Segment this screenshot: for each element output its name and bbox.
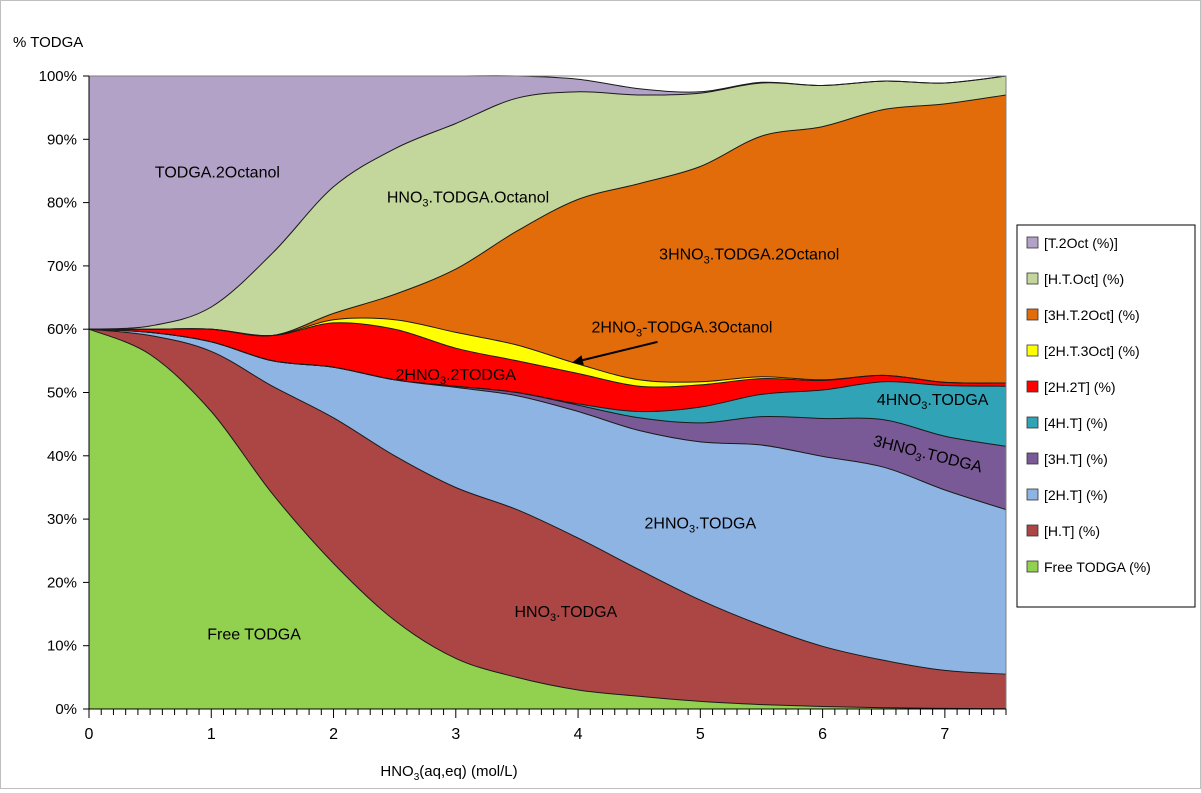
y-tick-label: 80% — [47, 195, 77, 212]
x-axis: 0 1 2 3 4 5 6 7 — [85, 708, 1007, 743]
area-label-2h_t_3oct: 2HNO3-TODGA.3Octanol — [591, 319, 772, 339]
y-tick-label: 40% — [47, 448, 77, 465]
area-label-4h_t: 4HNO3.TODGA — [877, 392, 989, 412]
area-layers — [88, 75, 1007, 710]
y-tick-label: 50% — [47, 385, 77, 402]
legend-box — [1016, 224, 1196, 608]
y-tick-label: 70% — [47, 258, 77, 275]
boundary-free — [88, 328, 1007, 710]
x-tick-label: 5 — [696, 726, 705, 743]
x-tick-label: 4 — [574, 726, 583, 743]
legend-swatch-t_2oct — [1026, 236, 1039, 249]
annotation-arrow — [571, 340, 658, 365]
legend-label-4h_t: [4H.T] (%) — [1044, 415, 1108, 431]
area-2h_2t — [89, 322, 1006, 412]
legend-label-t_2oct: [T.2Oct (%)] — [1044, 235, 1118, 251]
area-label-h_t_oct: HNO3.TODGA.Octanol — [387, 190, 549, 210]
legend-label-h_t_oct: [H.T.Oct] (%) — [1044, 271, 1124, 287]
x-tick-label: 0 — [85, 726, 94, 743]
legend-swatch-4h_t — [1026, 416, 1039, 429]
area-free — [89, 329, 1006, 709]
area-label-2h_t: 2HNO3.TODGA — [645, 516, 757, 536]
area-label-t_2oct: TODGA.2Octanol — [155, 164, 280, 181]
x-tick-label: 6 — [818, 726, 827, 743]
legend-swatch-free — [1026, 560, 1039, 573]
area-3h_t — [89, 329, 1006, 510]
legend-label-3h_t_2oct: [3H.T.2Oct] (%) — [1044, 307, 1140, 323]
y-tick-label: 10% — [47, 638, 77, 655]
y-tick-label: 30% — [47, 511, 77, 528]
x-tick-label: 7 — [940, 726, 949, 743]
arrow-head — [571, 355, 584, 365]
legend-label-h_t: [H.T] (%) — [1044, 523, 1100, 539]
y-tick-label: 60% — [47, 321, 77, 338]
x-tick-label: 1 — [207, 726, 216, 743]
legend-swatch-3h_t — [1026, 452, 1039, 465]
boundary-3h_t_2oct — [89, 94, 1007, 337]
legend-swatch-2h_t_3oct — [1026, 344, 1039, 357]
legend-swatch-2h_t — [1026, 488, 1039, 501]
legend-label-2h_t_3oct: [2H.T.3Oct] (%) — [1044, 343, 1140, 359]
legend-swatch-2h_2t — [1026, 380, 1039, 393]
legend-swatch-h_t — [1026, 524, 1039, 537]
area-label-2h_2t: 2HNO3.2TODGA — [396, 367, 517, 387]
area-h_t_oct — [89, 76, 1006, 337]
area-3h_t_2oct — [89, 95, 1006, 384]
arrow-line — [582, 340, 658, 362]
y-tick-label: 20% — [47, 574, 77, 591]
area-label-3h_t_2oct: 3HNO3.TODGA.2Octanol — [659, 247, 839, 267]
y-tick-label: 90% — [47, 131, 77, 148]
legend-label-2h_2t: [2H.2T] (%) — [1044, 379, 1116, 395]
y-axis-title: % TODGA — [13, 34, 83, 51]
area-label-h_t: HNO3.TODGA — [514, 604, 617, 624]
legend-swatch-3h_t_2oct — [1026, 308, 1039, 321]
legend-label-free: Free TODGA (%) — [1044, 559, 1151, 575]
y-tick-label: 100% — [39, 68, 77, 85]
area-t_2oct — [89, 75, 1006, 330]
area-h_t — [89, 329, 1006, 709]
legend-label-2h_t: [2H.T] (%) — [1044, 487, 1108, 503]
legend-label-3h_t: [3H.T] (%) — [1044, 451, 1108, 467]
area-label-free: Free TODGA — [207, 626, 301, 643]
x-tick-label: 3 — [451, 726, 460, 743]
area-2h_t — [89, 329, 1006, 675]
boundary-h_t — [88, 328, 1007, 675]
y-tick-label: 0% — [55, 701, 77, 718]
y-axis: 0% 10% 20% 30% 40% 50% 60% 70% 80% 90% 100% — [39, 68, 90, 718]
legend: [T.2Oct (%)] [H.T.Oct] (%) [3H.T.2Oct] (%)… — [1016, 224, 1196, 608]
legend-swatch-h_t_oct — [1026, 272, 1039, 285]
boundary-4h_t — [88, 328, 1007, 413]
area-labels: TODGA.2Octanol HNO3.TODGA.Octanol 3HNO3.TO… — [155, 164, 989, 643]
x-axis-title: HNO3(aq,eq) (mol/L) — [380, 763, 517, 783]
x-tick-label: 2 — [329, 726, 338, 743]
